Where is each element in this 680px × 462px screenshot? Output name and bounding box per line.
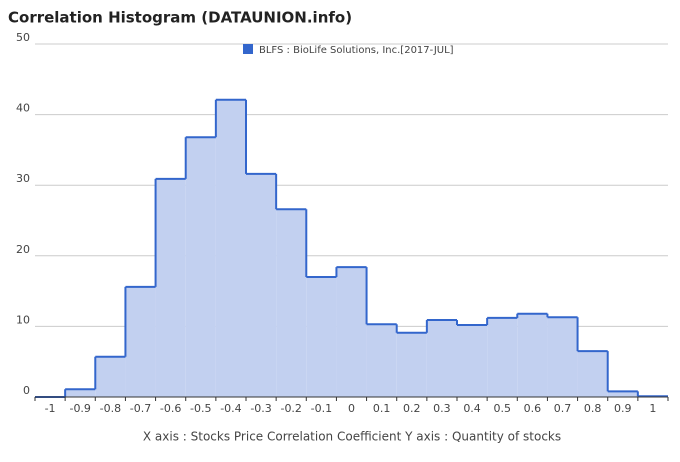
x-tick-label: 0.7 — [554, 402, 572, 415]
bar — [276, 209, 307, 397]
x-tick-label: 0.6 — [524, 402, 542, 415]
bar — [577, 351, 608, 397]
x-tick-label: -0.1 — [311, 402, 332, 415]
x-tick-label: 0.8 — [584, 402, 602, 415]
x-tick-label: 0 — [348, 402, 355, 415]
bar — [517, 313, 548, 397]
legend-label: BLFS : BioLife Solutions, Inc.[2017-JUL] — [259, 45, 454, 56]
x-axis-label: X axis : Stocks Price Correlation Coeffi… — [143, 430, 561, 444]
y-tick-label: 10 — [16, 313, 30, 326]
x-tick-label: -0.8 — [100, 402, 121, 415]
x-tick-label: -0.5 — [190, 402, 211, 415]
x-tick-label: 0.5 — [493, 402, 511, 415]
y-tick-label: 50 — [16, 31, 30, 44]
bar — [125, 286, 156, 397]
bar — [396, 332, 427, 397]
x-tick-label: 0.9 — [614, 402, 632, 415]
bar — [65, 389, 96, 397]
x-tick-label: 1 — [649, 402, 656, 415]
bar — [457, 324, 488, 397]
bar — [246, 173, 277, 397]
x-tick-label: 0.4 — [463, 402, 481, 415]
bar — [95, 356, 126, 397]
x-tick-label: -0.4 — [220, 402, 241, 415]
bar — [185, 137, 216, 397]
chart-title: Correlation Histogram (DATAUNION.info) — [8, 9, 352, 27]
bar — [547, 317, 578, 397]
y-tick-label: 0 — [23, 384, 30, 397]
y-tick-label: 40 — [16, 102, 30, 115]
y-tick-label: 30 — [16, 172, 30, 185]
x-tick-label: -0.9 — [69, 402, 90, 415]
x-tick-label: -0.7 — [130, 402, 151, 415]
bar — [487, 317, 518, 397]
x-tick-label: 0.1 — [373, 402, 391, 415]
x-tick-label: -0.2 — [280, 402, 301, 415]
bar — [215, 99, 246, 398]
bar — [366, 324, 397, 397]
y-tick-label: 20 — [16, 243, 30, 256]
x-tick-label: 0.2 — [403, 402, 421, 415]
x-tick-label: -1 — [45, 402, 56, 415]
bar — [426, 320, 457, 397]
x-tick-label: -0.3 — [250, 402, 271, 415]
x-tick-label: -0.6 — [160, 402, 181, 415]
bar — [607, 391, 638, 397]
bar — [336, 267, 367, 397]
legend-swatch — [243, 44, 253, 54]
bar — [306, 276, 337, 397]
bar — [155, 178, 186, 397]
x-tick-label: 0.3 — [433, 402, 451, 415]
